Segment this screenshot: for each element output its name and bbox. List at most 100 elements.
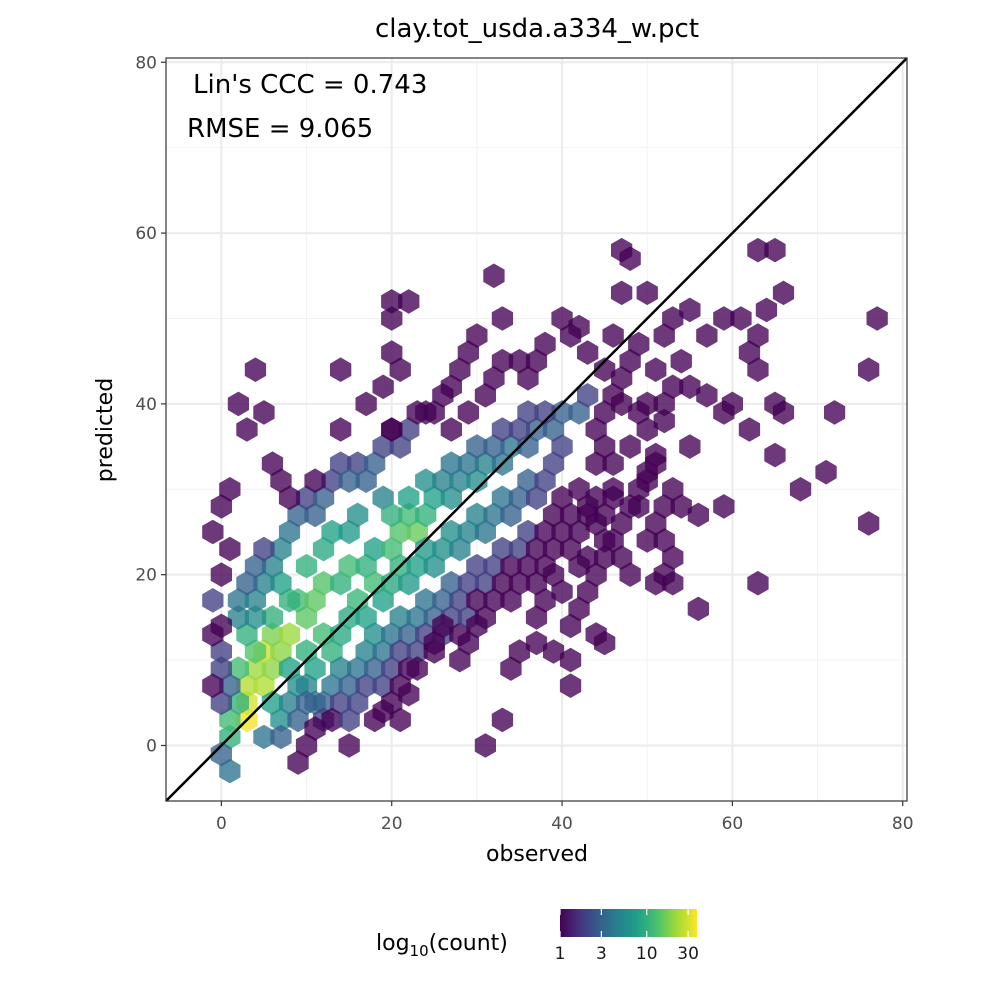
hex-bin	[517, 400, 539, 425]
hex-bin	[270, 536, 292, 562]
hex-bin	[210, 562, 232, 587]
chart-title: clay.tot_usda.a334_w.pct	[375, 14, 699, 44]
hex-bin	[755, 297, 778, 323]
hex-bin	[210, 613, 232, 639]
hex-bin	[449, 468, 471, 493]
hex-bin	[585, 417, 607, 442]
hex-bin	[338, 519, 360, 545]
hex-bin	[440, 417, 462, 442]
hex-bin	[295, 733, 318, 758]
hex-bin	[372, 374, 394, 400]
hex-bin	[559, 673, 582, 698]
hex-bin	[474, 451, 496, 476]
hex-bin	[304, 502, 326, 528]
legend-colorbar	[560, 909, 697, 937]
hex-bin	[517, 519, 539, 545]
hex-bin	[321, 519, 343, 545]
hex-bin	[636, 280, 658, 306]
hex-bin	[347, 690, 369, 716]
x-axis-title: observed	[486, 842, 588, 867]
hex-bin	[312, 570, 335, 596]
hex-bin	[858, 511, 880, 536]
hex-bin	[253, 400, 275, 425]
hex-bin	[364, 622, 386, 647]
hex-bin	[551, 579, 573, 605]
hex-bin	[347, 656, 369, 681]
hex-bin	[270, 724, 292, 750]
hex-bin	[534, 519, 556, 545]
ccc-annotation: Lin's CCC = 0.743	[193, 70, 427, 100]
hex-bin	[568, 314, 590, 340]
hex-bin	[372, 673, 394, 698]
legend: log10(count) 1 3 10 30	[376, 909, 699, 964]
y-tick-label: 0	[146, 736, 157, 756]
hex-bin	[747, 237, 769, 263]
hex-bin	[457, 519, 479, 545]
hex-bin	[244, 605, 267, 630]
hex-bin	[415, 502, 437, 528]
hex-bin	[457, 630, 479, 656]
hex-bin	[381, 502, 403, 528]
hex-bin	[500, 502, 522, 528]
hex-bin	[244, 553, 267, 579]
hex-bin	[440, 570, 462, 596]
hex-bin	[210, 741, 232, 767]
hex-bin	[713, 400, 735, 425]
hex-bin	[287, 707, 309, 733]
x-tick-label: 0	[216, 814, 227, 834]
hex-bin	[500, 656, 522, 681]
hex-bin	[295, 639, 318, 664]
hex-bin	[466, 434, 488, 459]
legend-tick-label: 30	[677, 944, 699, 964]
hex-bin	[330, 417, 352, 442]
hex-bin	[406, 656, 428, 681]
hex-bin	[815, 459, 837, 485]
hex-bin	[619, 562, 641, 587]
hex-bin	[594, 357, 616, 382]
hex-bin	[542, 536, 565, 562]
hex-bin	[611, 545, 633, 570]
hex-bin	[602, 451, 624, 476]
hex-bin	[330, 690, 352, 716]
hex-bin	[389, 519, 411, 545]
hex-bin	[628, 494, 650, 519]
hex-bin	[364, 656, 386, 681]
hex-bin	[645, 570, 667, 596]
hex-bin	[619, 434, 641, 459]
hex-bin	[227, 391, 249, 417]
hex-bin	[559, 536, 582, 562]
hex-bin	[602, 477, 624, 502]
hex-bin	[432, 468, 454, 493]
hex-bin	[611, 511, 633, 536]
hex-bin	[551, 400, 573, 425]
hex-bin	[338, 733, 360, 758]
hex-bin	[423, 485, 445, 511]
hex-bin	[364, 451, 386, 476]
hex-bin	[670, 494, 692, 519]
hex-bin	[381, 536, 403, 562]
hex-bin	[559, 647, 582, 673]
hex-bin	[466, 553, 488, 579]
hex-bin	[423, 553, 445, 579]
hex-bin	[628, 331, 650, 357]
hex-bin	[568, 477, 590, 502]
hex-bin	[789, 477, 812, 502]
hex-bin	[457, 400, 479, 425]
hex-bin	[568, 400, 590, 425]
hex-bin	[568, 596, 590, 622]
hex-bin	[457, 451, 479, 476]
hex-bin	[219, 536, 241, 562]
hex-bin	[312, 536, 335, 562]
hexbin-cells	[202, 237, 888, 784]
hex-bin	[466, 502, 488, 528]
legend-title-base: log	[376, 931, 410, 956]
hex-bin	[304, 716, 326, 741]
hex-bin	[381, 306, 403, 331]
hex-bin	[355, 468, 377, 493]
hex-bin	[653, 408, 675, 434]
hex-bin	[355, 639, 377, 664]
hex-bin	[687, 502, 709, 528]
hex-bin	[202, 588, 224, 613]
hex-bin	[295, 673, 318, 698]
hex-bin	[577, 494, 599, 519]
